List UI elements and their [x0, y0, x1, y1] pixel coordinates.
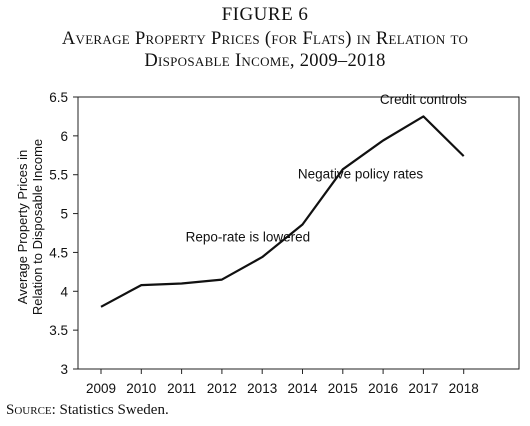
x-tick-label: 2009	[86, 381, 116, 396]
figure-title: Average Property Prices (for Flats) in R…	[0, 28, 530, 72]
series-line	[100, 115, 465, 308]
x-tick-label: 2012	[207, 381, 237, 396]
x-tick-label: 2011	[167, 381, 196, 396]
x-tick-label: 2013	[247, 381, 277, 396]
figure-label: FIGURE 6	[221, 4, 309, 25]
y-tick-label: 5	[60, 207, 68, 222]
source-label: Source:	[6, 402, 56, 418]
chart-labels: 3 3.5 4 4.5 5 5.5 6 6.5 2009 2010 2011 2012 2013 2014…	[15, 90, 479, 396]
chart-marks	[100, 115, 465, 308]
figure-title-line-2: Disposable Income, 2009–2018	[144, 51, 386, 71]
x-tick-label: 2016	[368, 381, 398, 396]
x-tick-label: 2014	[287, 381, 318, 396]
x-tick-label: 2017	[408, 381, 438, 396]
y-axis-label-line-2: Relation to Disposable Income	[30, 139, 45, 315]
source-text: Statistics Sweden.	[55, 402, 169, 418]
annotation: Negative policy rates	[298, 167, 424, 182]
annotation: Credit controls	[380, 92, 467, 107]
figure-title-line-1: Average Property Prices (for Flats) in R…	[61, 29, 469, 49]
chart-axes	[73, 96, 520, 374]
y-tick-label: 3.5	[49, 323, 68, 338]
annotation: Repo-rate is lowered	[186, 230, 311, 245]
y-tick-label: 6.5	[49, 90, 68, 105]
y-axis-label: Average Property Prices inRelation to Di…	[15, 139, 45, 315]
y-tick-label: 6	[60, 129, 68, 144]
x-tick-label: 2010	[126, 381, 156, 396]
y-tick-label: 5.5	[49, 168, 68, 183]
source-note: Source: Statistics Sweden.	[6, 402, 169, 419]
plot-frame	[77, 96, 520, 370]
y-axis-label-line-1: Average Property Prices in	[15, 150, 30, 304]
y-tick-label: 3	[60, 362, 68, 377]
x-tick-label: 2015	[328, 381, 358, 396]
y-tick-label: 4	[60, 284, 68, 299]
x-tick-label: 2018	[449, 381, 479, 396]
y-tick-label: 4.5	[49, 245, 68, 260]
